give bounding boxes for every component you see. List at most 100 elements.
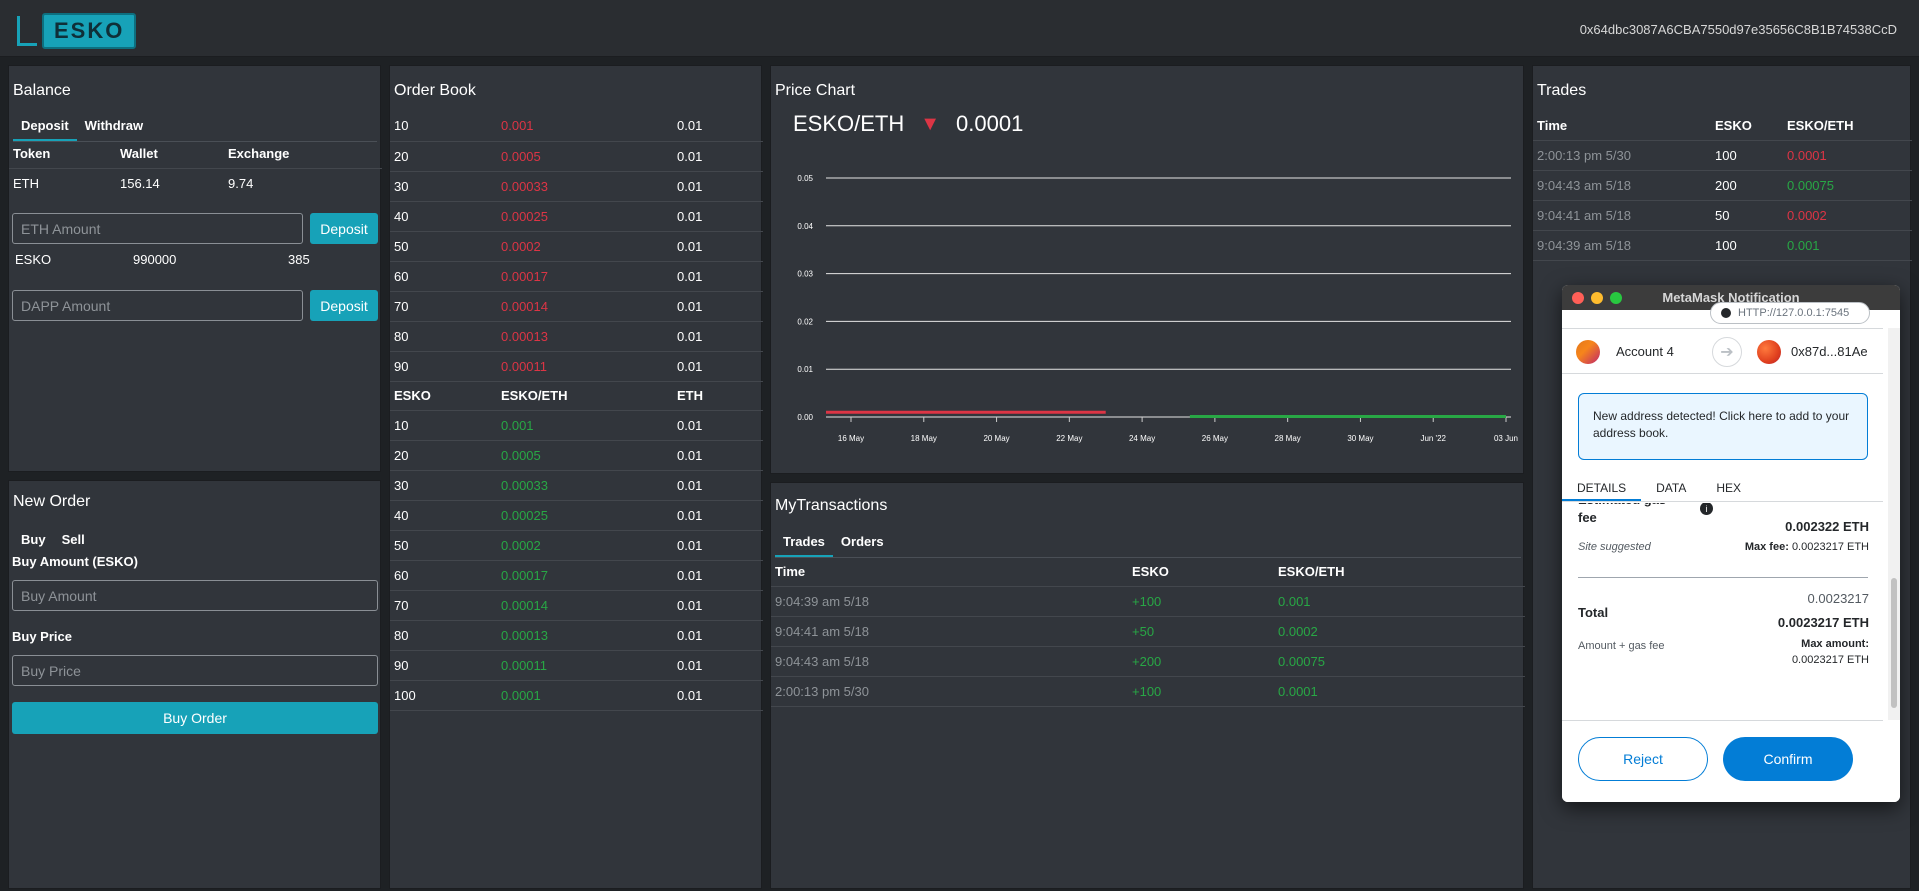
close-window-icon[interactable] — [1572, 292, 1584, 304]
order-price: 0.00014 — [497, 590, 673, 620]
order-amount: 60 — [390, 560, 497, 590]
tab-orders[interactable]: Orders — [833, 530, 892, 557]
x-tick-label: 30 May — [1347, 434, 1373, 443]
x-tick-label: 18 May — [911, 434, 937, 443]
dapp-amount-input[interactable]: DAPP Amount — [12, 290, 303, 321]
tab-deposit[interactable]: Deposit — [13, 114, 77, 141]
col-esko: ESKO — [1711, 111, 1783, 140]
tab-hex[interactable]: HEX — [1701, 475, 1756, 501]
order-total: 0.01 — [673, 141, 763, 171]
table-row: 9:04:41 am 5/18 50 0.0002 — [1533, 200, 1912, 230]
trade-price: 0.001 — [1783, 230, 1912, 260]
table-row: 80 0.00013 0.01 — [390, 321, 763, 351]
y-tick-label: 0.00 — [797, 413, 813, 422]
buy-amount-label: Buy Amount (ESKO) — [12, 554, 138, 569]
trade-price: 0.00075 — [1783, 170, 1912, 200]
buy-price-input[interactable]: Buy Price — [12, 655, 378, 686]
table-row: 30 0.00033 0.01 — [390, 171, 763, 201]
esko-logo[interactable]: ESKO — [17, 14, 136, 48]
buy-order-button[interactable]: Buy Order — [12, 702, 378, 734]
tab-details[interactable]: DETAILS — [1562, 475, 1641, 501]
order-price: 0.00011 — [497, 351, 673, 381]
amount-gas-label: Amount + gas fee — [1578, 638, 1668, 654]
from-account[interactable]: Account 4 — [1616, 344, 1674, 359]
tx-price: 0.0002 — [1274, 616, 1525, 646]
account-avatar-icon — [1576, 340, 1600, 364]
buy-amount-input[interactable]: Buy Amount — [12, 580, 378, 611]
order-total: 0.01 — [673, 171, 763, 201]
table-row: 9:04:39 am 5/18 100 0.001 — [1533, 230, 1912, 260]
order-amount: 70 — [390, 590, 497, 620]
x-tick-label: 26 May — [1202, 434, 1228, 443]
to-account[interactable]: 0x87d...81Ae — [1791, 344, 1868, 359]
info-icon[interactable]: i — [1700, 503, 1713, 515]
total-value: 0.0023217 ETH — [1778, 615, 1869, 630]
trade-time: 9:04:39 am 5/18 — [1533, 230, 1711, 260]
maximize-window-icon[interactable] — [1610, 292, 1622, 304]
tab-buy[interactable]: Buy — [13, 528, 54, 553]
new-address-notice[interactable]: New address detected! Click here to add … — [1578, 393, 1868, 460]
price-chart-svg: 0.050.040.030.020.010.0016 May 18 May 20 M… — [771, 66, 1525, 475]
eth-exchange: 9.74 — [224, 168, 382, 198]
y-tick-label: 0.02 — [797, 317, 813, 326]
col-time: Time — [771, 557, 1128, 586]
order-amount: 10 — [390, 111, 497, 141]
tx-price: 0.001 — [1274, 586, 1525, 616]
order-price: 0.0005 — [497, 141, 673, 171]
order-total: 0.01 — [673, 410, 763, 440]
order-amount: 40 — [390, 201, 497, 231]
order-price: 0.00013 — [497, 620, 673, 650]
tab-data[interactable]: DATA — [1641, 475, 1701, 501]
tab-sell[interactable]: Sell — [54, 528, 93, 553]
col-time: Time — [1533, 111, 1711, 140]
order-price: 0.001 — [497, 410, 673, 440]
order-price: 0.00017 — [497, 261, 673, 291]
max-fee-value: 0.0023217 ETH — [1792, 541, 1869, 553]
tx-time: 2:00:13 pm 5/30 — [771, 676, 1128, 706]
x-tick-label: 24 May — [1129, 434, 1155, 443]
trade-time: 9:04:43 am 5/18 — [1533, 170, 1711, 200]
tab-trades[interactable]: Trades — [775, 530, 833, 557]
order-total: 0.01 — [673, 650, 763, 680]
scrollbar[interactable] — [1888, 328, 1900, 720]
minimize-window-icon[interactable] — [1591, 292, 1603, 304]
y-tick-label: 0.01 — [797, 365, 813, 374]
eth-token: ETH — [9, 168, 116, 198]
x-tick-label: 16 May — [838, 434, 864, 443]
tx-price: 0.0001 — [1274, 676, 1525, 706]
table-row: 90 0.00011 0.01 — [390, 351, 763, 381]
trades-table: Time ESKO ESKO/ETH 2:00:13 pm 5/30 100 0.0… — [1533, 111, 1912, 261]
esko-balance-row: ESKO 990000 385 — [15, 252, 375, 267]
order-amount: 10 — [390, 410, 497, 440]
eth-wallet: 156.14 — [116, 168, 224, 198]
table-row: 9:04:39 am 5/18 +100 0.001 — [771, 586, 1525, 616]
account-address[interactable]: 0x64dbc3087A6CBA7550d97e35656C8B1B74538C… — [1580, 22, 1897, 37]
balance-title: Balance — [13, 82, 71, 100]
trade-price: 0.0002 — [1783, 200, 1912, 230]
max-fee-label: Max fee: — [1745, 541, 1789, 553]
eth-deposit-button[interactable]: Deposit — [310, 213, 378, 244]
my-transactions-table: Time ESKO ESKO/ETH 9:04:39 am 5/18 +100 0.… — [771, 557, 1525, 707]
network-pill[interactable]: HTTP://127.0.0.1:7545 — [1710, 302, 1870, 324]
buy-price-label: Buy Price — [12, 629, 72, 644]
new-order-title: New Order — [13, 493, 90, 511]
reject-button[interactable]: Reject — [1578, 737, 1708, 781]
tx-esko: +100 — [1128, 586, 1274, 616]
order-amount: 30 — [390, 470, 497, 500]
tab-withdraw[interactable]: Withdraw — [77, 114, 151, 141]
order-amount: 90 — [390, 650, 497, 680]
confirm-button[interactable]: Confirm — [1723, 737, 1853, 781]
recipient-avatar-icon — [1757, 340, 1781, 364]
tx-esko: +200 — [1128, 646, 1274, 676]
table-row: ETH 156.14 9.74 — [9, 168, 382, 198]
x-tick-label: 03 Jun — [1494, 434, 1518, 443]
trade-esko: 100 — [1711, 230, 1783, 260]
order-book-panel: Order Book 10 0.001 0.01 20 0.0005 0.01 30 0.00… — [389, 65, 762, 889]
dapp-deposit-button[interactable]: Deposit — [310, 290, 378, 321]
eth-amount-input[interactable]: ETH Amount — [12, 213, 303, 244]
trade-esko: 200 — [1711, 170, 1783, 200]
table-row: 60 0.00017 0.01 — [390, 560, 763, 590]
order-total: 0.01 — [673, 231, 763, 261]
order-price: 0.00013 — [497, 321, 673, 351]
scrollbar-thumb[interactable] — [1891, 578, 1897, 708]
